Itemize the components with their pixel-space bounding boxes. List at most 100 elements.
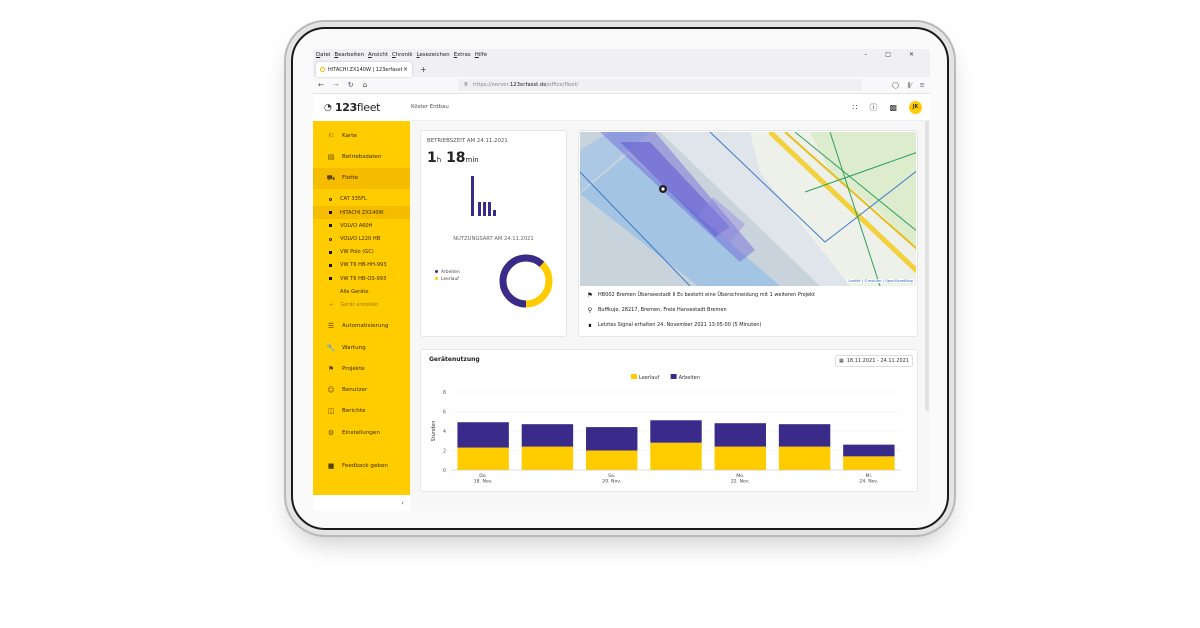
menu-ansicht[interactable]: Ansicht bbox=[368, 51, 388, 58]
menu-extras[interactable]: Extras bbox=[453, 51, 471, 58]
map-attribution[interactable]: Leaflet | ©mobiler | OpenStreetMap bbox=[847, 279, 914, 283]
chart-legend: Leerlauf Arbeiten bbox=[631, 374, 700, 381]
bar-arbeiten-1 bbox=[521, 424, 574, 447]
url-domain: 123erfasst.de bbox=[509, 82, 547, 88]
url-bar[interactable]: ⚲ https://server. 123erfasst.de/office/fl… bbox=[458, 79, 863, 91]
device-item-volvo-a60h[interactable]: VOLVO A60H bbox=[313, 219, 410, 232]
wrench-icon: 🔧 bbox=[326, 343, 336, 352]
device-item-vw-t6-hh[interactable]: VW T6 HB-HH-993 bbox=[313, 259, 410, 272]
runtime-bar-hour bbox=[471, 176, 474, 216]
sidebar-item-betriebsdaten[interactable]: ▤ Betriebsdaten bbox=[313, 146, 410, 167]
avatar[interactable]: JK bbox=[909, 100, 922, 114]
sidebar-item-flotte[interactable]: ⛟ Flotte bbox=[313, 167, 410, 189]
sidebar-item-benutzer[interactable]: ☺ Benutzer bbox=[313, 379, 410, 400]
reload-icon[interactable]: ↻ bbox=[347, 81, 354, 89]
runtime-minutes-unit: min bbox=[465, 156, 479, 164]
tab-strip: HITACHI ZX140W | 123erfasst × + bbox=[313, 60, 930, 77]
device-item-vw-t6-os[interactable]: VW T6 HB-OS-993 bbox=[313, 272, 410, 285]
close-tab-icon[interactable]: × bbox=[402, 66, 408, 73]
close-window-icon[interactable]: ✕ bbox=[908, 51, 914, 58]
legend-work: Arbeiten bbox=[435, 269, 460, 276]
logo-text: 123fleet bbox=[334, 101, 381, 114]
projects-icon: ⚑ bbox=[327, 364, 335, 373]
bar-leerlauf-4 bbox=[714, 446, 766, 470]
sidebar-item-wartung[interactable]: 🔧 Wartung bbox=[313, 337, 410, 358]
home-icon[interactable]: ⌂ bbox=[362, 81, 368, 89]
address-info: ⚲ Buffkuje, 28217, Bremen, Freie Hansesta… bbox=[586, 306, 727, 314]
runtime-title: BETRIEBSZEIT AM 24.11.2021 bbox=[427, 138, 508, 144]
back-icon[interactable]: ← bbox=[318, 81, 324, 89]
minimize-icon[interactable]: – bbox=[864, 51, 868, 58]
sidebar-item-projekte[interactable]: ⚑ Projekte bbox=[313, 358, 410, 379]
users-icon: ☺ bbox=[327, 386, 335, 395]
menu-hilfe[interactable]: Hilfe bbox=[474, 51, 488, 58]
legend-label-0: Leerlauf bbox=[639, 375, 660, 381]
menu-datei[interactable]: Datei bbox=[316, 51, 331, 58]
browser-tab[interactable]: HITACHI ZX140W | 123erfasst × bbox=[316, 62, 412, 77]
sidebar-item-label: Automatisierung bbox=[342, 323, 389, 330]
x-tick-date: 18. Nov. bbox=[474, 479, 493, 485]
legend-work-swatch bbox=[435, 270, 438, 273]
menu-chronik[interactable]: Chronik bbox=[391, 51, 413, 58]
x-tick-day: Mi. bbox=[866, 473, 873, 479]
apps-grid-icon[interactable]: ∷ bbox=[852, 102, 858, 112]
sidebar-item-automatisierung[interactable]: ☰ Automatisierung bbox=[313, 316, 410, 337]
menu-bearbeiten[interactable]: Bearbeiten bbox=[334, 51, 365, 58]
runtime-bar-min-1 bbox=[478, 202, 481, 216]
pocket-icon[interactable]: ◯ bbox=[891, 81, 900, 89]
y-tick-label: 0 bbox=[443, 468, 446, 474]
gear-icon: ⚙ bbox=[327, 428, 335, 437]
sidebar-item-einstellungen[interactable]: ⚙ Einstellungen bbox=[313, 422, 410, 443]
device-item-cat-335fl[interactable]: CAT 335FL bbox=[313, 193, 410, 206]
search-icon: ⚲ bbox=[464, 82, 468, 88]
device-item-volvo-l220hb[interactable]: VOLVO L220 HB bbox=[313, 232, 410, 245]
x-tick-day: Sa. bbox=[608, 473, 615, 479]
status-dot bbox=[329, 237, 332, 241]
gift-icon[interactable]: ▩ bbox=[889, 102, 897, 112]
x-tick-day: Do. bbox=[479, 473, 487, 479]
bar-arbeiten-4 bbox=[714, 423, 766, 447]
map-view[interactable]: Leaflet | ©mobiler | OpenStreetMap bbox=[580, 132, 916, 286]
device-item-hitachi-zx140w[interactable]: HITACHI ZX140W bbox=[313, 206, 410, 220]
signal-text: Letztes Signal erhalten 24. November 202… bbox=[598, 322, 762, 328]
sidebar-item-berichte[interactable]: ◫ Berichte bbox=[313, 401, 410, 422]
runtime-bar-min-4 bbox=[493, 210, 496, 216]
url-path: /office/fleet/ bbox=[546, 82, 579, 88]
device-label: CAT 335FL bbox=[340, 196, 367, 203]
hamburger-menu-icon[interactable]: ≡ bbox=[919, 81, 925, 89]
page-scrollbar[interactable] bbox=[925, 121, 929, 411]
device-item-vw-polo[interactable]: VW Polo (GC) bbox=[313, 246, 410, 259]
sidebar-item-label: Einstellungen bbox=[342, 429, 380, 436]
sidebar-item-label: Karte bbox=[342, 132, 357, 139]
browser-navbar: ← → ↻ ⌂ ⚲ https://server. 123erfasst.de/o… bbox=[313, 77, 930, 94]
bar-leerlauf-0 bbox=[457, 447, 509, 470]
new-tab-icon[interactable]: + bbox=[420, 65, 427, 74]
info-icon[interactable]: ⓘ bbox=[869, 102, 878, 112]
library-icon[interactable]: ‖⁄ bbox=[907, 81, 912, 89]
y-axis-label: Stunden bbox=[431, 421, 437, 442]
create-device-link[interactable]: + Gerät erstellen bbox=[313, 298, 410, 311]
sidebar-item-label: Flotte bbox=[342, 175, 359, 182]
collapse-sidebar-button[interactable]: ‹ bbox=[313, 495, 410, 511]
maximize-icon[interactable]: □ bbox=[885, 51, 891, 58]
date-range-picker[interactable]: ▦ 18.11.2021 - 24.11.2021 bbox=[835, 355, 913, 367]
menu-lesezeichen[interactable]: Lesezeichen bbox=[416, 51, 450, 58]
create-device-label: Gerät erstellen bbox=[340, 301, 379, 308]
address-text: Buffkuje, 28217, Bremen, Freie Hansestad… bbox=[598, 307, 727, 313]
sliders-icon: ☰ bbox=[327, 322, 335, 331]
feedback-button[interactable]: ■ Feedback geben bbox=[313, 456, 410, 477]
bar-leerlauf-3 bbox=[650, 442, 702, 470]
usage-type-title: NUTZUNGSART AM 24.11.2021 bbox=[453, 236, 534, 242]
status-dot bbox=[329, 224, 332, 228]
device-label: VOLVO L220 HB bbox=[340, 236, 381, 243]
sidebar-item-label: Benutzer bbox=[342, 387, 368, 394]
x-tick-date: 22. Nov. bbox=[731, 479, 750, 485]
logo[interactable]: ◔ 123fleet bbox=[313, 94, 410, 121]
all-devices-link[interactable]: Alle Geräte bbox=[313, 285, 410, 298]
sidebar-item-karte[interactable]: ⚐ Karte bbox=[313, 125, 410, 146]
legend-idle: Leerlauf bbox=[435, 276, 460, 283]
forward-icon[interactable]: → bbox=[332, 81, 339, 89]
sidebar-item-label: Betriebsdaten bbox=[342, 153, 382, 160]
runtime-hours: 1 bbox=[427, 150, 437, 166]
bar-leerlauf-2 bbox=[586, 450, 638, 470]
